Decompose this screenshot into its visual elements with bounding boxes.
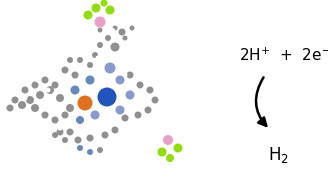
Circle shape — [117, 122, 122, 128]
Circle shape — [22, 87, 29, 94]
Circle shape — [142, 98, 148, 102]
Circle shape — [92, 52, 98, 58]
Circle shape — [39, 102, 45, 108]
Circle shape — [36, 91, 44, 99]
Circle shape — [130, 26, 134, 30]
Circle shape — [100, 0, 108, 6]
Circle shape — [106, 5, 114, 15]
Circle shape — [51, 116, 58, 123]
Text: 2H$^{+}$  +  2e$^{-}$: 2H$^{+}$ + 2e$^{-}$ — [239, 46, 328, 64]
Circle shape — [122, 73, 128, 77]
Circle shape — [70, 122, 74, 128]
Circle shape — [115, 75, 125, 84]
Circle shape — [115, 105, 125, 115]
Circle shape — [62, 137, 68, 143]
Circle shape — [76, 116, 84, 124]
Circle shape — [147, 87, 154, 94]
Circle shape — [51, 81, 58, 88]
Circle shape — [91, 111, 99, 119]
Circle shape — [72, 71, 78, 78]
Circle shape — [97, 122, 102, 128]
Circle shape — [120, 23, 124, 27]
Text: H$_{2}$: H$_{2}$ — [268, 145, 288, 165]
Circle shape — [46, 86, 54, 94]
Circle shape — [157, 147, 167, 156]
Circle shape — [97, 88, 116, 106]
Circle shape — [113, 26, 117, 30]
Circle shape — [84, 11, 92, 19]
Circle shape — [95, 56, 100, 60]
Circle shape — [62, 112, 69, 119]
Circle shape — [87, 135, 93, 142]
Circle shape — [42, 112, 49, 119]
Circle shape — [67, 129, 73, 136]
Circle shape — [97, 42, 103, 48]
Circle shape — [94, 16, 106, 28]
Circle shape — [86, 70, 91, 74]
Circle shape — [145, 106, 152, 114]
Circle shape — [18, 101, 26, 109]
Circle shape — [75, 66, 80, 70]
Circle shape — [66, 104, 74, 112]
Circle shape — [23, 95, 28, 101]
Circle shape — [153, 109, 157, 115]
Circle shape — [77, 95, 92, 111]
Circle shape — [52, 132, 58, 138]
Circle shape — [105, 35, 111, 41]
Circle shape — [31, 81, 38, 88]
Circle shape — [71, 85, 79, 94]
Circle shape — [56, 94, 64, 102]
Circle shape — [152, 97, 158, 104]
Circle shape — [26, 96, 34, 104]
Circle shape — [77, 57, 83, 63]
Circle shape — [97, 28, 102, 33]
Circle shape — [134, 112, 141, 119]
Circle shape — [133, 85, 137, 91]
Circle shape — [111, 43, 119, 51]
Circle shape — [46, 88, 51, 92]
Circle shape — [92, 4, 100, 12]
Circle shape — [15, 109, 20, 115]
Circle shape — [77, 145, 83, 151]
Circle shape — [111, 28, 115, 32]
Circle shape — [174, 143, 182, 153]
Circle shape — [86, 75, 94, 84]
Circle shape — [163, 135, 173, 145]
Circle shape — [87, 62, 93, 68]
Circle shape — [112, 126, 118, 133]
Circle shape — [87, 149, 93, 155]
Circle shape — [166, 154, 174, 162]
Circle shape — [136, 81, 144, 88]
Circle shape — [127, 71, 133, 78]
Circle shape — [118, 29, 126, 36]
Circle shape — [42, 77, 49, 84]
Circle shape — [74, 136, 81, 143]
Circle shape — [66, 63, 71, 67]
Circle shape — [35, 77, 40, 83]
Circle shape — [7, 105, 13, 112]
Circle shape — [52, 105, 57, 111]
Circle shape — [101, 132, 109, 139]
Circle shape — [31, 104, 39, 112]
Circle shape — [121, 115, 129, 122]
Circle shape — [67, 57, 73, 63]
Circle shape — [122, 36, 128, 40]
Circle shape — [105, 63, 115, 74]
Circle shape — [102, 46, 108, 50]
Circle shape — [56, 129, 64, 136]
Circle shape — [126, 91, 134, 99]
Circle shape — [62, 67, 69, 74]
Circle shape — [11, 97, 18, 104]
Circle shape — [57, 125, 63, 130]
Circle shape — [97, 147, 103, 153]
